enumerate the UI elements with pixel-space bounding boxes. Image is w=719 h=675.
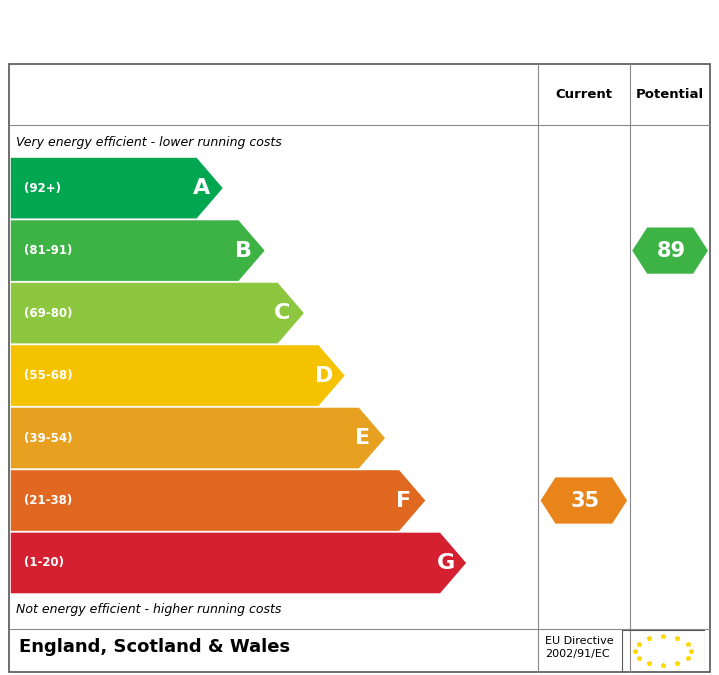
Text: 35: 35 bbox=[571, 491, 600, 510]
Text: Potential: Potential bbox=[636, 88, 704, 101]
Text: EU Directive
2002/91/EC: EU Directive 2002/91/EC bbox=[545, 636, 613, 659]
Text: (92+): (92+) bbox=[24, 182, 60, 194]
Text: Energy Efficiency Rating: Energy Efficiency Rating bbox=[18, 18, 420, 46]
Text: England, Scotland & Wales: England, Scotland & Wales bbox=[19, 639, 290, 656]
Text: C: C bbox=[274, 303, 290, 323]
Polygon shape bbox=[11, 408, 385, 468]
Text: B: B bbox=[235, 240, 252, 261]
Text: 89: 89 bbox=[657, 240, 686, 261]
Polygon shape bbox=[11, 345, 344, 406]
Text: (81-91): (81-91) bbox=[24, 244, 72, 257]
Text: A: A bbox=[193, 178, 210, 198]
Polygon shape bbox=[11, 533, 466, 593]
Polygon shape bbox=[11, 470, 425, 531]
Text: D: D bbox=[315, 366, 334, 385]
Text: F: F bbox=[395, 491, 411, 510]
Text: Current: Current bbox=[555, 88, 613, 101]
Polygon shape bbox=[11, 220, 265, 281]
Polygon shape bbox=[541, 477, 627, 524]
Text: (69-80): (69-80) bbox=[24, 306, 72, 319]
Text: Not energy efficient - higher running costs: Not energy efficient - higher running co… bbox=[16, 603, 281, 616]
Text: Very energy efficient - lower running costs: Very energy efficient - lower running co… bbox=[16, 136, 282, 149]
Text: E: E bbox=[355, 428, 370, 448]
Text: (1-20): (1-20) bbox=[24, 556, 64, 570]
Text: (39-54): (39-54) bbox=[24, 431, 72, 445]
Polygon shape bbox=[11, 283, 304, 344]
Polygon shape bbox=[11, 158, 223, 219]
Text: (21-38): (21-38) bbox=[24, 494, 72, 507]
Text: G: G bbox=[436, 553, 454, 573]
Polygon shape bbox=[632, 227, 708, 274]
Text: (55-68): (55-68) bbox=[24, 369, 73, 382]
